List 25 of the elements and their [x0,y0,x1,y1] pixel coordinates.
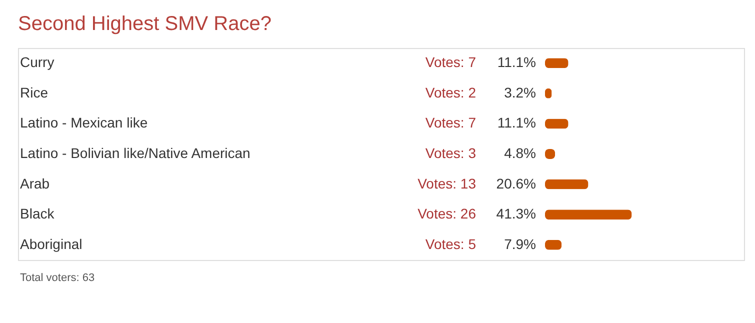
data-label: 7.9% [504,236,536,252]
data-label: 41.3% [496,206,536,222]
y-tick-label: Latino - Bolivian like/Native American [20,145,250,161]
y-tick-label: Arab [20,175,50,192]
text: Votes: 2 [425,84,476,100]
text: Votes: 13 [418,175,476,192]
text: Votes: 3 [425,145,476,161]
bar [545,179,588,190]
data-label: 4.8% [504,145,536,161]
text: Votes: 7 [425,54,476,70]
y-tick-label: Black [20,206,56,222]
data-label: 20.6% [496,175,536,192]
y-tick-label: Curry [20,54,54,70]
data-label: 3.2% [504,84,536,100]
y-tick-label: Aboriginal [20,236,82,252]
text: Votes: 7 [425,114,476,131]
data-label: 11.1% [497,114,536,131]
text: Second Highest SMV Race? [18,13,272,35]
text: Votes: 5 [425,236,476,252]
text: Total voters: 63 [20,272,95,284]
data-label: 11.1% [497,54,536,70]
y-tick-label: Latino - Mexican like [20,114,148,131]
y-tick-label: Rice [20,84,48,100]
text: Votes: 26 [418,206,476,222]
bar [545,210,632,220]
